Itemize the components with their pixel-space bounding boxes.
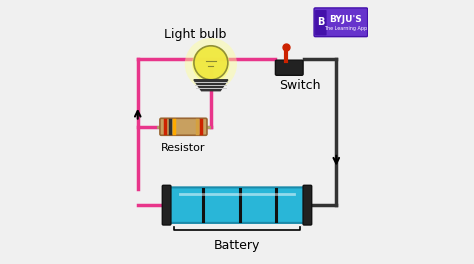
Text: Light bulb: Light bulb: [164, 27, 227, 41]
FancyBboxPatch shape: [167, 187, 307, 223]
FancyBboxPatch shape: [275, 60, 303, 75]
FancyBboxPatch shape: [315, 10, 327, 35]
Text: Battery: Battery: [214, 239, 260, 252]
Circle shape: [194, 46, 228, 80]
Text: Resistor: Resistor: [161, 143, 206, 153]
FancyBboxPatch shape: [162, 185, 171, 225]
Text: Switch: Switch: [279, 79, 320, 92]
Circle shape: [185, 38, 237, 90]
Circle shape: [192, 45, 230, 83]
Polygon shape: [194, 80, 228, 91]
FancyBboxPatch shape: [314, 8, 368, 37]
FancyBboxPatch shape: [160, 118, 207, 135]
FancyBboxPatch shape: [303, 185, 312, 225]
Text: The Learning App: The Learning App: [324, 26, 367, 31]
Text: B: B: [317, 17, 325, 27]
Text: BYJU'S: BYJU'S: [329, 15, 362, 24]
